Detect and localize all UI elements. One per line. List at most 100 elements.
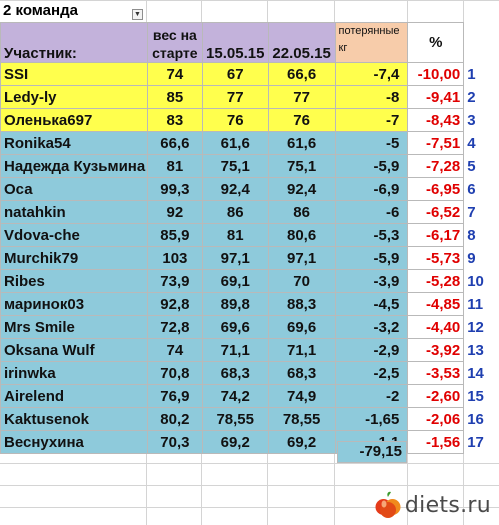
participant-name: Airelend xyxy=(0,384,148,408)
percent-cell: -7,51 xyxy=(407,131,465,155)
start-weight-cell: 66,6 xyxy=(146,131,203,155)
table-row: Надежда Кузьмина 81 75,1 75,1 -5,9 -7,28 5 xyxy=(0,154,499,178)
sheet-title: 2 команда xyxy=(3,2,78,19)
start-weight-cell: 70,3 xyxy=(146,430,203,454)
percent-cell: -3,92 xyxy=(407,338,465,362)
weight-date1-cell: 61,6 xyxy=(201,131,269,155)
weight-date1-cell: 74,2 xyxy=(201,384,269,408)
weight-date1-cell: 92,4 xyxy=(201,177,269,201)
percent-cell: -1,56 xyxy=(407,430,465,454)
table-row: Ronika54 66,6 61,6 61,6 -5 -7,51 4 xyxy=(0,131,499,155)
weight-date1-cell: 89,8 xyxy=(201,292,269,316)
start-weight-cell: 103 xyxy=(146,246,203,270)
rank-cell: 7 xyxy=(463,200,499,224)
lost-kg-cell: -1,65 xyxy=(334,407,409,431)
rank-cell: 10 xyxy=(463,269,499,293)
rank-cell: 2 xyxy=(463,85,499,109)
rank-cell: 8 xyxy=(463,223,499,247)
start-weight-cell: 70,8 xyxy=(146,361,203,385)
percent-cell: -6,95 xyxy=(407,177,465,201)
rank-cell: 6 xyxy=(463,177,499,201)
percent-cell: -8,43 xyxy=(407,108,465,132)
percent-cell: -4,85 xyxy=(407,292,465,316)
weight-date2-cell: 86 xyxy=(267,200,336,224)
rank-cell: 17 xyxy=(463,430,499,454)
percent-cell: -4,40 xyxy=(407,315,465,339)
weight-date1-cell: 68,3 xyxy=(201,361,269,385)
rank-cell: 16 xyxy=(463,407,499,431)
rank-cell: 1 xyxy=(463,62,499,86)
start-weight-cell: 74 xyxy=(146,62,203,86)
table-row: маринок03 92,8 89,8 88,3 -4,5 -4,85 11 xyxy=(0,292,499,316)
site-logo: diets.ru xyxy=(375,491,491,519)
participant-name: Kaktusenok xyxy=(0,407,148,431)
weight-date2-cell: 80,6 xyxy=(267,223,336,247)
rank-cell: 11 xyxy=(463,292,499,316)
lost-kg-cell: -3,2 xyxy=(334,315,409,339)
start-weight-cell: 81 xyxy=(146,154,203,178)
start-weight-cell: 83 xyxy=(146,108,203,132)
table-row: Ribes 73,9 69,1 70 -3,9 -5,28 10 xyxy=(0,269,499,293)
weight-date1-cell: 69,2 xyxy=(201,430,269,454)
percent-cell: -2,06 xyxy=(407,407,465,431)
lost-kg-cell: -2,5 xyxy=(334,361,409,385)
participant-name: Оленька697 xyxy=(0,108,148,132)
table-row: Oksana Wulf 74 71,1 71,1 -2,9 -3,92 13 xyxy=(0,338,499,362)
lost-kg-cell: -6 xyxy=(334,200,409,224)
rank-cell: 12 xyxy=(463,315,499,339)
participant-name: Ronika54 xyxy=(0,131,148,155)
lost-kg-cell: -5,9 xyxy=(334,246,409,270)
rank-cell: 14 xyxy=(463,361,499,385)
start-weight-cell: 72,8 xyxy=(146,315,203,339)
percent-cell: -6,17 xyxy=(407,223,465,247)
start-weight-cell: 99,3 xyxy=(146,177,203,201)
table-row: natahkin 92 86 86 -6 -6,52 7 xyxy=(0,200,499,224)
table-row: Airelend 76,9 74,2 74,9 -2 -2,60 15 xyxy=(0,384,499,408)
weight-date1-cell: 78,55 xyxy=(201,407,269,431)
weight-date2-cell: 76 xyxy=(267,108,336,132)
table-row: Murchik79 103 97,1 97,1 -5,9 -5,73 9 xyxy=(0,246,499,270)
weight-date1-cell: 77 xyxy=(201,85,269,109)
weight-date1-cell: 69,1 xyxy=(201,269,269,293)
header-row: Участник: вес на старте 15.05.15 22.05.1… xyxy=(0,22,499,63)
rank-cell: 4 xyxy=(463,131,499,155)
percent-cell: -9,41 xyxy=(407,85,465,109)
start-weight-cell: 74 xyxy=(146,338,203,362)
table-row: Mrs Smile 72,8 69,6 69,6 -3,2 -4,40 12 xyxy=(0,315,499,339)
lost-kg-cell: -5,3 xyxy=(334,223,409,247)
start-weight-cell: 92,8 xyxy=(146,292,203,316)
participant-name: irinwka xyxy=(0,361,148,385)
total-lost-cell: -79,15 xyxy=(337,441,407,463)
rank-cell: 9 xyxy=(463,246,499,270)
table-row: SSI 74 67 66,6 -7,4 -10,00 1 xyxy=(0,62,499,86)
participant-name: маринок03 xyxy=(0,292,148,316)
start-weight-cell: 80,2 xyxy=(146,407,203,431)
weight-date2-cell: 66,6 xyxy=(267,62,336,86)
weight-table: Участник: вес на старте 15.05.15 22.05.1… xyxy=(0,22,499,454)
header-lost: потерянные кг xyxy=(334,22,409,63)
rank-cell: 3 xyxy=(463,108,499,132)
weight-date2-cell: 70 xyxy=(267,269,336,293)
lost-kg-cell: -5,9 xyxy=(334,154,409,178)
header-percent: % xyxy=(407,22,465,63)
participant-name: Ribes xyxy=(0,269,148,293)
table-row: Оленька697 83 76 76 -7 -8,43 3 xyxy=(0,108,499,132)
weight-date2-cell: 92,4 xyxy=(267,177,336,201)
weight-date2-cell: 78,55 xyxy=(267,407,336,431)
lost-kg-cell: -5 xyxy=(334,131,409,155)
percent-cell: -6,52 xyxy=(407,200,465,224)
start-weight-cell: 73,9 xyxy=(146,269,203,293)
filter-dropdown-icon[interactable]: ▼ xyxy=(132,9,143,20)
percent-cell: -10,00 xyxy=(407,62,465,86)
table-row: irinwka 70,8 68,3 68,3 -2,5 -3,53 14 xyxy=(0,361,499,385)
participant-name: SSI xyxy=(0,62,148,86)
rank-cell: 5 xyxy=(463,154,499,178)
lost-kg-cell: -4,5 xyxy=(334,292,409,316)
rank-cell: 15 xyxy=(463,384,499,408)
weight-date2-cell: 74,9 xyxy=(267,384,336,408)
participant-name: Веснухина xyxy=(0,430,148,454)
weight-date2-cell: 71,1 xyxy=(267,338,336,362)
start-weight-cell: 85,9 xyxy=(146,223,203,247)
table-row: Оса 99,3 92,4 92,4 -6,9 -6,95 6 xyxy=(0,177,499,201)
header-rank-empty xyxy=(463,22,499,63)
